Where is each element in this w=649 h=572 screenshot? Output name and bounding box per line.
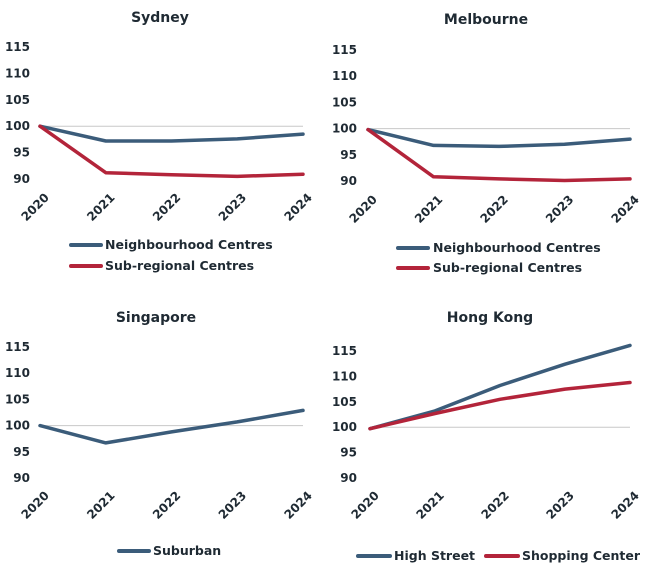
y-tick-label: 110: [5, 366, 30, 380]
x-tick-label: 2020: [348, 488, 382, 522]
chart-panel-singapore: Singapore 115 110 105 100 95 90 2020 2021 2022 202…: [5, 310, 315, 558]
x-tick-label: 2023: [216, 488, 250, 522]
x-tick-label: 2022: [150, 488, 184, 522]
legend-label-shopping-center: Shopping Center: [522, 548, 641, 563]
series-line-suburban: [38, 408, 305, 445]
chart-title: Melbourne: [444, 12, 528, 28]
y-tick-label: 90: [340, 174, 357, 188]
legend-label-neighbourhood-centres: Neighbourhood Centres: [433, 240, 601, 255]
series-line-shopping-center: [368, 380, 632, 431]
y-tick-label: 90: [13, 471, 30, 485]
y-tick-label: 110: [5, 66, 30, 80]
y-tick-label: 100: [332, 122, 357, 136]
y-tick-label: 110: [332, 69, 357, 83]
legend-label-high-street: High Street: [394, 548, 475, 563]
y-tick-label: 95: [340, 446, 357, 460]
x-tick-label: 2023: [216, 190, 250, 224]
x-tick-label: 2021: [84, 190, 118, 224]
x-tick-label: 2020: [346, 192, 380, 226]
x-tick-label: 2022: [150, 190, 184, 224]
y-tick-label: 90: [340, 471, 357, 485]
x-tick-label: 2023: [543, 488, 577, 522]
series-line-sub-regional-centres: [38, 124, 305, 179]
y-tick-label: 100: [5, 119, 30, 133]
y-tick-label: 115: [5, 340, 30, 354]
chart-title: Sydney: [131, 10, 189, 26]
legend-label-sub-regional-centres: Sub-regional Centres: [433, 260, 582, 275]
y-tick-label: 115: [5, 40, 30, 54]
chart-title: Hong Kong: [447, 310, 533, 326]
chart-panel-sydney: Sydney 115 110 105 100 95 90 2020 2021 2022 2023 20…: [5, 10, 315, 273]
y-tick-label: 110: [332, 369, 357, 383]
x-tick-label: 2022: [478, 488, 512, 522]
series-line-neighbourhood-centres: [366, 127, 632, 149]
chart-title: Singapore: [116, 310, 196, 326]
x-tick-label: 2020: [18, 488, 52, 522]
y-tick-label: 95: [13, 146, 30, 160]
y-tick-label: 115: [332, 344, 357, 358]
x-tick-label: 2024: [281, 488, 315, 522]
x-tick-label: 2023: [543, 192, 577, 226]
x-tick-label: 2020: [18, 190, 52, 224]
y-tick-label: 95: [340, 148, 357, 162]
x-tick-label: 2021: [412, 192, 446, 226]
legend-label-sub-regional-centres: Sub-regional Centres: [105, 258, 254, 273]
x-tick-label: 2024: [608, 192, 642, 226]
x-tick-label: 2024: [608, 488, 642, 522]
y-tick-label: 105: [5, 93, 30, 107]
x-tick-label: 2024: [281, 190, 315, 224]
y-tick-label: 90: [13, 172, 30, 186]
legend-label-neighbourhood-centres: Neighbourhood Centres: [105, 237, 273, 252]
series-line-sub-regional-centres: [366, 127, 632, 183]
chart-panel-melbourne: Melbourne 115 110 105 100 95 90 2020 2021 2022 202…: [332, 12, 642, 275]
y-tick-label: 95: [13, 445, 30, 459]
y-tick-label: 100: [332, 420, 357, 434]
y-tick-label: 105: [332, 95, 357, 109]
chart-panel-hong-kong: Hong Kong 115 110 105 100 95 90 2020 2021 2022 202…: [332, 310, 642, 563]
x-tick-label: 2021: [413, 488, 447, 522]
legend-label-suburban: Suburban: [153, 543, 221, 558]
y-tick-label: 115: [332, 43, 357, 57]
x-tick-label: 2021: [84, 488, 118, 522]
y-tick-label: 105: [5, 392, 30, 406]
y-tick-label: 105: [332, 395, 357, 409]
series-line-neighbourhood-centres: [38, 124, 305, 143]
x-tick-label: 2022: [477, 192, 511, 226]
y-tick-label: 100: [5, 419, 30, 433]
